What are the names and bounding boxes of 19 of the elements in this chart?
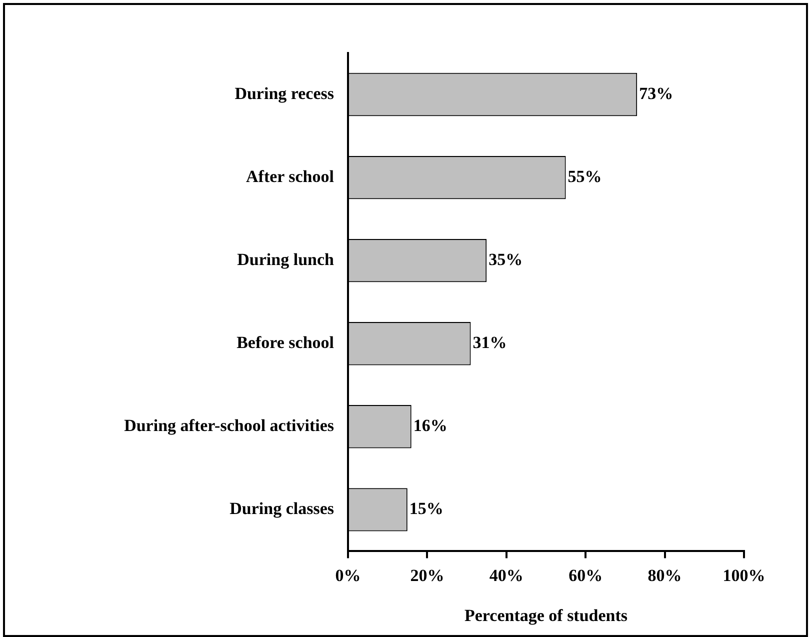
x-axis-title: Percentage of students [464,606,628,626]
y-tick-label: During after-school activities [124,416,334,436]
y-tick-label: After school [246,166,334,186]
x-tick-label: 80% [648,566,682,585]
y-tick-label: Before school [236,333,334,352]
x-tick-label: 100% [722,566,766,585]
data-label: 31% [472,333,507,352]
data-label: 35% [488,250,523,269]
x-tick-label: 0% [335,566,361,585]
data-label: 55% [568,166,602,186]
y-tick-label: During lunch [237,250,335,269]
x-tick-label: 40% [489,566,524,585]
x-tick-label: 60% [568,566,603,585]
data-label: 15% [409,499,444,518]
data-label: 16% [413,416,448,436]
x-tick-label: 20% [410,566,444,585]
data-label: 73% [639,84,674,103]
y-tick-label: During recess [234,84,334,103]
y-tick-label: During classes [230,499,334,518]
